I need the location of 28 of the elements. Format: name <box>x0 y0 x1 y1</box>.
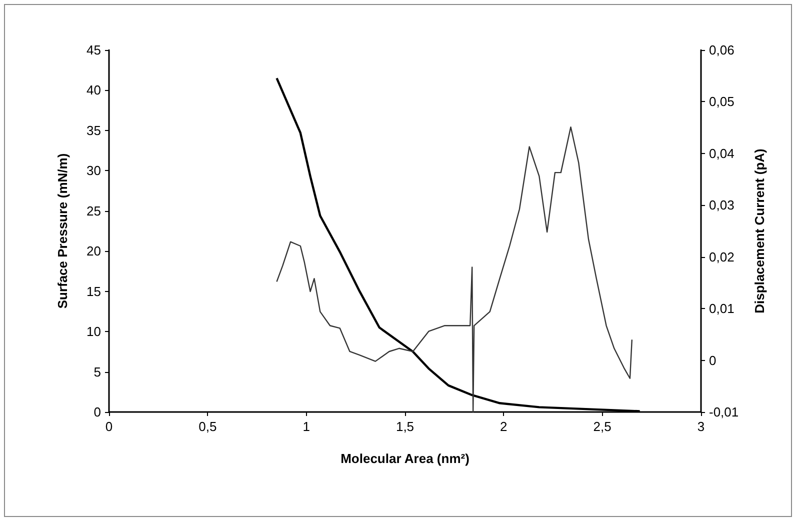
y2-tick-label: 0,06 <box>709 42 734 58</box>
x-tick-label: 2,5 <box>593 419 612 434</box>
x-tick-label: 0,5 <box>198 419 217 434</box>
y2-tick-label: 0,05 <box>709 94 734 110</box>
y-tick-label: 25 <box>86 203 101 218</box>
y-tick-label: 35 <box>86 122 101 138</box>
x-tick-label: 1,5 <box>396 419 414 434</box>
y2-axis-title: Displacement Current (pA) <box>752 148 767 314</box>
y2-tick-label: 0 <box>709 352 716 368</box>
y-tick-label: 5 <box>94 364 101 380</box>
y2-tick-label: 0,04 <box>709 146 734 161</box>
y-tick-label: 0 <box>94 404 101 420</box>
x-tick-label: 3 <box>697 419 705 434</box>
x-tick-label: 2 <box>500 419 508 434</box>
y2-tick-label: 0,02 <box>709 249 734 264</box>
y-tick-label: 15 <box>86 284 101 299</box>
y2-tick-label: 0,03 <box>709 198 734 213</box>
y2-tick-label: 0,01 <box>709 301 734 316</box>
y2-tick-label: -0,01 <box>709 404 739 420</box>
y-tick-label: 10 <box>86 324 101 340</box>
x-tick-label: 1 <box>302 419 310 434</box>
x-axis-title: Molecular Area (nm²) <box>340 451 470 466</box>
y-axis-title: Surface Pressure (mN/m) <box>55 153 70 309</box>
y-tick-label: 45 <box>86 42 101 58</box>
y-tick-label: 40 <box>86 82 101 98</box>
y-tick-label: 30 <box>86 163 101 178</box>
y-tick-label: 20 <box>86 244 101 259</box>
x-tick-label: 0 <box>105 419 113 434</box>
